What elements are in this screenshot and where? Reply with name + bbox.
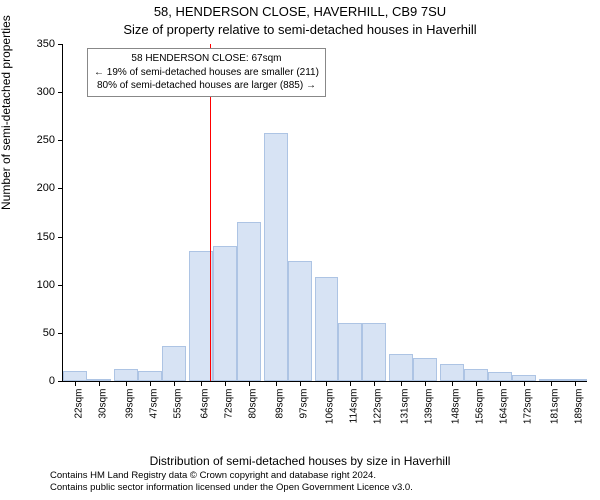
annotation-line3: 80% of semi-detached houses are larger (… <box>94 79 319 93</box>
histogram-bar <box>114 369 138 381</box>
x-tick <box>249 381 250 386</box>
y-tick <box>58 333 63 334</box>
x-tick-label: 30sqm <box>97 389 108 419</box>
x-tick <box>99 381 100 386</box>
chart-container: 58, HENDERSON CLOSE, HAVERHILL, CB9 7SU … <box>0 0 600 500</box>
histogram-bar <box>440 364 464 381</box>
x-tick-label: 55sqm <box>172 389 183 419</box>
x-tick-label: 131sqm <box>400 389 411 425</box>
x-tick-label: 122sqm <box>373 389 384 425</box>
annotation-box: 58 HENDERSON CLOSE: 67sqm ← 19% of semi-… <box>87 48 326 97</box>
plot-area: 05010015020025030035022sqm30sqm39sqm47sq… <box>62 44 587 382</box>
y-tick <box>58 285 63 286</box>
x-tick <box>350 381 351 386</box>
x-tick-label: 89sqm <box>274 389 285 419</box>
x-tick <box>500 381 501 386</box>
x-tick <box>374 381 375 386</box>
y-tick-label: 300 <box>23 86 55 98</box>
histogram-bar <box>264 133 288 381</box>
x-tick-label: 72sqm <box>223 389 234 419</box>
histogram-bar <box>338 323 362 381</box>
x-tick-label: 172sqm <box>523 389 534 425</box>
x-tick <box>174 381 175 386</box>
x-tick <box>401 381 402 386</box>
histogram-bar <box>213 246 237 381</box>
x-tick-label: 139sqm <box>424 389 435 425</box>
chart-title-line2: Size of property relative to semi-detach… <box>0 22 600 37</box>
annotation-line2: ← 19% of semi-detached houses are smalle… <box>94 66 319 80</box>
x-tick <box>300 381 301 386</box>
histogram-bar <box>488 372 512 381</box>
x-tick-label: 106sqm <box>325 389 336 425</box>
y-tick-label: 0 <box>23 375 55 387</box>
histogram-bar <box>288 261 312 381</box>
histogram-bar <box>464 369 488 381</box>
y-tick <box>58 188 63 189</box>
x-tick <box>126 381 127 386</box>
x-tick <box>150 381 151 386</box>
x-tick-label: 47sqm <box>148 389 159 419</box>
chart-title-line1: 58, HENDERSON CLOSE, HAVERHILL, CB9 7SU <box>0 4 600 19</box>
attribution-line1: Contains HM Land Registry data © Crown c… <box>50 470 413 482</box>
x-tick-label: 22sqm <box>73 389 84 419</box>
y-tick <box>58 237 63 238</box>
histogram-bar <box>362 323 386 381</box>
y-tick-label: 350 <box>23 38 55 50</box>
x-tick-label: 114sqm <box>349 389 360 424</box>
x-tick <box>225 381 226 386</box>
x-tick <box>476 381 477 386</box>
x-tick-label: 148sqm <box>451 389 462 425</box>
y-tick-label: 100 <box>23 279 55 291</box>
x-tick <box>425 381 426 386</box>
x-tick <box>276 381 277 386</box>
x-tick <box>326 381 327 386</box>
x-tick-label: 39sqm <box>124 389 135 419</box>
histogram-bar <box>413 358 437 381</box>
y-tick-label: 200 <box>23 182 55 194</box>
y-axis-label: Number of semi-detached properties <box>0 15 13 210</box>
x-tick <box>551 381 552 386</box>
x-tick-label: 181sqm <box>550 389 561 425</box>
y-tick-label: 50 <box>23 327 55 339</box>
x-tick <box>524 381 525 386</box>
annotation-line1: 58 HENDERSON CLOSE: 67sqm <box>94 52 319 66</box>
x-tick-label: 97sqm <box>298 389 309 419</box>
y-tick <box>58 92 63 93</box>
x-tick <box>575 381 576 386</box>
x-axis-label: Distribution of semi-detached houses by … <box>0 454 600 468</box>
attribution-line2: Contains public sector information licen… <box>50 482 413 494</box>
x-tick-label: 64sqm <box>199 389 210 419</box>
histogram-bar <box>237 222 261 381</box>
histogram-bar <box>315 277 339 381</box>
y-tick <box>58 44 63 45</box>
histogram-bar <box>63 371 87 381</box>
x-tick-label: 189sqm <box>574 389 585 425</box>
x-tick-label: 80sqm <box>247 389 258 419</box>
x-tick <box>201 381 202 386</box>
histogram-bar <box>162 346 186 381</box>
y-tick <box>58 381 63 382</box>
x-tick <box>75 381 76 386</box>
y-tick-label: 150 <box>23 231 55 243</box>
attribution-text: Contains HM Land Registry data © Crown c… <box>50 470 413 494</box>
x-tick <box>452 381 453 386</box>
histogram-bar <box>138 371 162 381</box>
histogram-bar <box>389 354 413 381</box>
x-tick-label: 156sqm <box>475 389 486 425</box>
x-tick-label: 164sqm <box>499 389 510 425</box>
y-tick-label: 250 <box>23 134 55 146</box>
y-tick <box>58 140 63 141</box>
